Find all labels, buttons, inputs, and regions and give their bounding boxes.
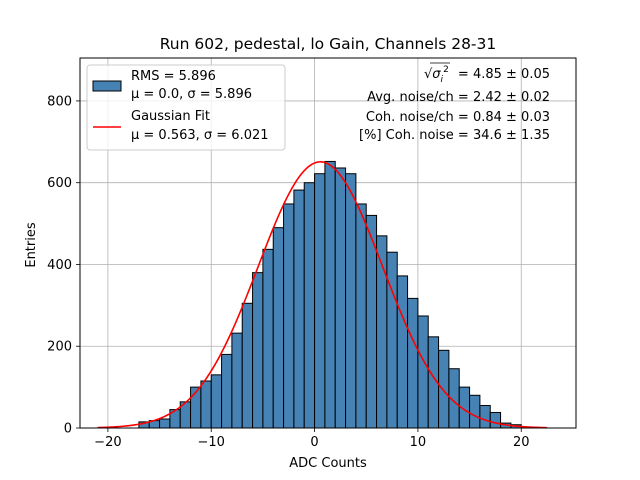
y-tick-label: 0 bbox=[64, 422, 72, 437]
histogram-bar bbox=[210, 374, 223, 429]
gaussian-fit-line bbox=[97, 161, 548, 429]
histogram-bar bbox=[479, 405, 491, 429]
histogram-bar bbox=[293, 189, 305, 429]
legend-box bbox=[86, 64, 286, 151]
histogram-bar bbox=[262, 248, 274, 429]
x-tick-label: −20 bbox=[94, 435, 121, 450]
x-axis-label: ADC Counts bbox=[289, 456, 367, 471]
histogram-bar bbox=[417, 315, 429, 429]
y-tick-label: 400 bbox=[47, 258, 72, 273]
legend-fit-label: Gaussian Fit bbox=[131, 109, 210, 124]
histogram-bar bbox=[241, 302, 254, 429]
y-axis-label: Entries bbox=[24, 222, 39, 268]
x-tick-label: 0 bbox=[310, 435, 318, 450]
legend: RMS = 5.896 μ = 0.0, σ = 5.896 Gaussian … bbox=[86, 64, 286, 151]
annotation-coh-noise: Coh. noise/ch = 0.84 ± 0.03 bbox=[366, 110, 550, 125]
y-tick-label: 200 bbox=[47, 340, 72, 355]
histogram-bar bbox=[200, 380, 212, 429]
annotation-coh-noise-percent: [%] Coh. noise = 34.6 ± 1.35 bbox=[359, 128, 550, 143]
histogram-bar bbox=[221, 353, 233, 429]
histogram-bar bbox=[345, 173, 357, 429]
histogram-bar bbox=[396, 275, 409, 429]
histogram-bars bbox=[138, 160, 522, 429]
chart-title: Run 602, pedestal, lo Gain, Channels 28-… bbox=[160, 35, 497, 53]
sigma-symbol: √σi2 bbox=[424, 65, 449, 85]
histogram-bar bbox=[283, 203, 295, 429]
histogram-bar bbox=[303, 182, 316, 429]
annotations: √σi2 = 4.85 ± 0.05 Avg. noise/ch = 2.42 … bbox=[359, 62, 550, 143]
plot-frame bbox=[79, 57, 577, 429]
histogram-bar bbox=[407, 297, 419, 429]
legend-fit-stats: μ = 0.563, σ = 6.021 bbox=[131, 128, 269, 143]
x-tick-label: 10 bbox=[410, 435, 427, 450]
x-tick-label: −10 bbox=[198, 435, 225, 450]
annotation-avg-noise: Avg. noise/ch = 2.42 ± 0.02 bbox=[367, 90, 550, 105]
histogram-bar bbox=[386, 251, 398, 429]
histogram-bar bbox=[159, 418, 171, 429]
annotation-sigma: = 4.85 ± 0.05 bbox=[458, 67, 550, 82]
y-tick-label: 600 bbox=[47, 176, 72, 191]
legend-histogram-swatch bbox=[92, 80, 122, 92]
histogram-bar bbox=[324, 160, 336, 429]
legend-histogram-stats: μ = 0.0, σ = 5.896 bbox=[131, 87, 252, 102]
histogram-bar bbox=[272, 227, 285, 429]
histogram-bar bbox=[231, 332, 243, 429]
y-tick-label: 800 bbox=[47, 94, 72, 109]
histogram-bar bbox=[314, 173, 326, 429]
histogram-bar bbox=[489, 411, 502, 429]
histogram-bar bbox=[469, 394, 481, 429]
histogram-bar bbox=[438, 349, 450, 429]
legend-histogram-label: RMS = 5.896 bbox=[131, 69, 216, 84]
histogram-bar bbox=[252, 272, 264, 429]
histogram-bar bbox=[334, 167, 347, 429]
x-tick-label: 20 bbox=[513, 435, 530, 450]
histogram-bar bbox=[355, 203, 367, 429]
